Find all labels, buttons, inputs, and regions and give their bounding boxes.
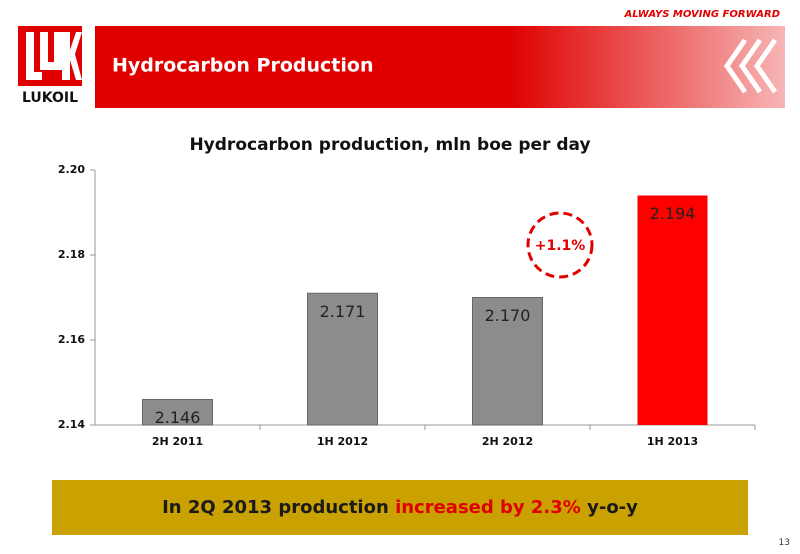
logo-text: LUKOIL xyxy=(22,90,78,106)
bar xyxy=(472,297,543,426)
value-label: 2.171 xyxy=(320,302,366,321)
annotation-circle xyxy=(526,211,594,279)
value-label: 2.170 xyxy=(485,306,531,325)
x-tick-label: 1H 2012 xyxy=(317,435,368,448)
page-number: 13 xyxy=(778,538,790,548)
chart-title: Hydrocarbon production, mln boe per day xyxy=(189,135,590,155)
value-label: 2.194 xyxy=(650,204,696,223)
bar xyxy=(307,292,378,426)
x-tick-label: 2H 2011 xyxy=(152,435,203,448)
x-tick-label: 2H 2012 xyxy=(482,435,533,448)
logo-mark xyxy=(26,32,82,80)
bar xyxy=(142,399,213,426)
y-tick-label: 2.16 xyxy=(58,333,85,346)
slide-title: Hydrocarbon Production xyxy=(112,55,373,77)
title-banner xyxy=(95,26,785,108)
chart: ALWAYS MOVING FORWARD LUKOIL Hydrocarbon… xyxy=(18,9,785,448)
chevrons xyxy=(723,38,778,94)
footer-highlight: increased by 2.3% xyxy=(395,497,581,518)
value-label: 2.146 xyxy=(155,408,201,427)
footer-text: y-o-y xyxy=(587,497,638,518)
y-tick-label: 2.20 xyxy=(58,163,85,176)
x-tick-label: 1H 2013 xyxy=(647,435,698,448)
tagline: ALWAYS MOVING FORWARD xyxy=(624,9,781,20)
bar xyxy=(637,195,708,425)
footer-banner: In 2Q 2013 production increased by 2.3% … xyxy=(52,480,748,535)
y-tick-label: 2.14 xyxy=(58,418,85,431)
footer-text: In 2Q 2013 production xyxy=(162,497,389,518)
y-tick-label: 2.18 xyxy=(58,248,85,261)
annotation: +1.1% xyxy=(535,238,586,254)
